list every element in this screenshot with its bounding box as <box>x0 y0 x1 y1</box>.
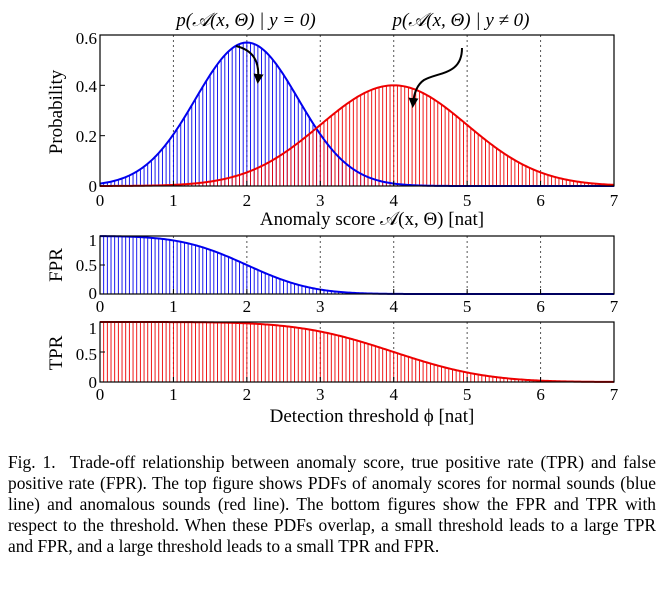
tpr-y-tick-2: 1 <box>89 319 98 338</box>
tpr-x-tick-6: 6 <box>536 385 545 404</box>
figure-caption: Fig. 1. Trade-off relationship between an… <box>8 452 656 557</box>
fpr-x-tick-0: 0 <box>96 297 105 316</box>
fpr-panel: 0 0.5 1 0 1 2 3 4 5 6 7 FPR <box>46 231 619 316</box>
fpr-y-tick-0: 0 <box>89 284 98 303</box>
fpr-y-axis-label: FPR <box>46 248 67 282</box>
pdf-panel: 0 0.2 0.4 0.6 0 1 2 3 4 5 6 7 Anomaly sc… <box>46 10 619 230</box>
caption-text: Trade-off relationship between anomaly s… <box>8 452 656 556</box>
tpr-y-axis-label: TPR <box>46 335 67 370</box>
tpr-x-tick-7: 7 <box>610 385 619 404</box>
fpr-x-tick-2: 2 <box>243 297 252 316</box>
pdf-x-tick-4: 4 <box>389 191 398 210</box>
fpr-y-tick-2: 1 <box>89 231 98 250</box>
legend-normal-label: p(𝒜(x, Θ) | y = 0) <box>174 10 315 31</box>
fpr-x-tick-4: 4 <box>389 297 398 316</box>
pdf-x-tick-6: 6 <box>536 191 545 210</box>
tpr-bars <box>99 322 604 382</box>
pdf-x-tick-3: 3 <box>316 191 325 210</box>
tpr-x-tick-1: 1 <box>169 385 178 404</box>
fpr-x-tick-1: 1 <box>169 297 178 316</box>
pdf-x-tick-0: 0 <box>96 191 105 210</box>
tpr-y-tick-0: 0 <box>89 373 98 392</box>
pdf-ticks <box>99 34 615 187</box>
fpr-x-tick-6: 6 <box>536 297 545 316</box>
pdf-anomalous-line <box>99 84 615 187</box>
pdf-x-tick-2: 2 <box>243 191 252 210</box>
pdf-x-axis-label: Anomaly score 𝒜(x, Θ) [nat] <box>260 209 484 230</box>
tpr-x-tick-4: 4 <box>389 385 398 404</box>
pdf-y-tick-3: 0.6 <box>76 29 97 48</box>
tpr-panel: 0 0.5 1 0 1 2 3 4 5 6 7 Detection thresh… <box>46 319 619 427</box>
fpr-x-tick-7: 7 <box>610 297 619 316</box>
pdf-plot-frame <box>99 34 615 187</box>
pdf-anomalous-bars <box>143 85 615 186</box>
tpr-y-tick-1: 0.5 <box>76 345 97 364</box>
caption-label: Fig. 1. <box>8 452 56 472</box>
tpr-x-tick-5: 5 <box>463 385 472 404</box>
legend-anomalous-arrow <box>408 47 463 108</box>
pdf-y-tick-2: 0.4 <box>76 77 98 96</box>
figure: 0 0.2 0.4 0.6 0 1 2 3 4 5 6 7 Anomaly sc… <box>46 10 619 427</box>
legend-anomalous-label: p(𝒜(x, Θ) | y ≠ 0) <box>390 10 529 31</box>
fpr-x-tick-3: 3 <box>316 297 325 316</box>
fpr-y-tick-1: 0.5 <box>76 256 97 275</box>
tpr-ticks <box>99 321 615 383</box>
pdf-y-tick-1: 0.2 <box>76 127 97 146</box>
legend-normal-arrow <box>235 45 264 84</box>
tpr-x-axis-label: Detection threshold ϕ [nat] <box>270 406 475 427</box>
pdf-x-tick-1: 1 <box>169 191 178 210</box>
fpr-x-tick-5: 5 <box>463 297 472 316</box>
tpr-x-tick-0: 0 <box>96 385 105 404</box>
tpr-x-tick-3: 3 <box>316 385 325 404</box>
pdf-y-axis-label: Probability <box>46 69 67 154</box>
tpr-x-tick-2: 2 <box>243 385 252 404</box>
pdf-y-tick-0: 0 <box>89 177 98 196</box>
fpr-ticks <box>99 235 615 295</box>
pdf-x-tick-7: 7 <box>610 191 619 210</box>
pdf-x-tick-5: 5 <box>463 191 472 210</box>
